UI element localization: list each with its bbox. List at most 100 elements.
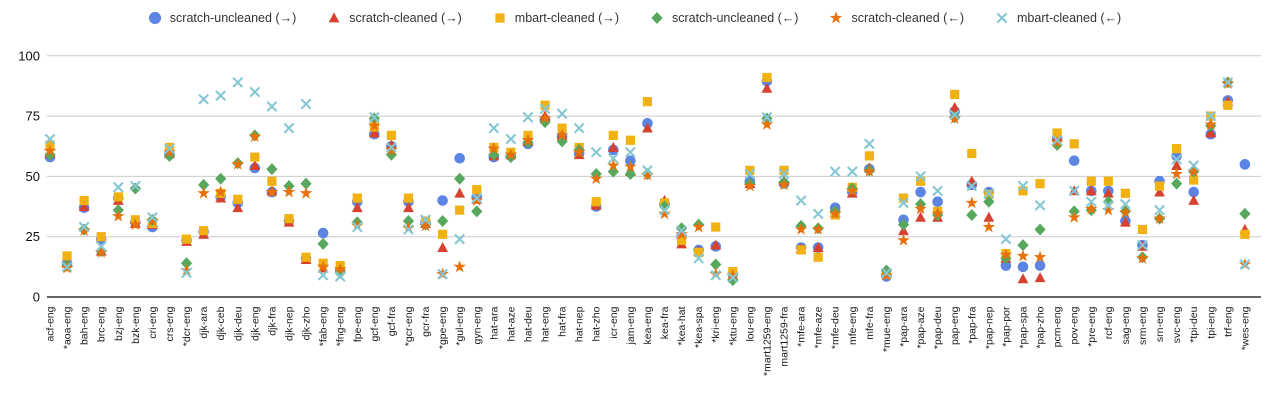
- data-point: [607, 152, 619, 164]
- x-tick-label: djk-zho: [301, 306, 313, 340]
- legend-label: mbart-cleaned (→): [514, 11, 619, 25]
- data-point: [1171, 154, 1183, 165]
- data-point: [437, 268, 448, 280]
- data-point: [966, 180, 978, 192]
- data-point: [419, 219, 432, 232]
- x-tick-label: hat-aze: [505, 306, 517, 341]
- data-point: [62, 251, 72, 261]
- data-point: [1068, 185, 1080, 197]
- data-point: [1137, 239, 1148, 251]
- x-tick-label: acf-eng: [45, 306, 57, 341]
- data-point: [266, 163, 278, 176]
- data-point: [1084, 202, 1098, 215]
- legend-label: scratch-cleaned (←): [851, 11, 964, 25]
- data-point: [1017, 239, 1029, 252]
- star-legend-marker-icon: [830, 11, 843, 24]
- data-point: [591, 197, 601, 207]
- data-point: [983, 195, 995, 208]
- data-point: [454, 172, 466, 185]
- data-point: [403, 202, 414, 213]
- x-tick-label: mart1259-fra: [779, 306, 791, 366]
- x-tick-label: djk-nep: [283, 306, 295, 341]
- x-tick-label: gcr-fra: [420, 306, 432, 336]
- data-point: [385, 143, 398, 156]
- x-tick-label: crs-eng: [164, 306, 176, 341]
- data-point: [197, 186, 210, 199]
- data-point: [455, 205, 465, 215]
- data-point: [794, 222, 808, 235]
- data-point: [96, 232, 106, 242]
- data-point: [863, 164, 876, 177]
- data-point: [1205, 110, 1217, 122]
- data-point: [180, 263, 193, 276]
- data-point: [402, 215, 415, 228]
- data-point: [113, 192, 123, 202]
- data-point: [1240, 229, 1250, 239]
- x-tick-label: icr-eng: [608, 306, 620, 338]
- data-point: [1119, 205, 1132, 218]
- x-legend-marker-icon: [996, 12, 1008, 24]
- data-point: [915, 171, 926, 182]
- data-point: [795, 195, 807, 206]
- data-point: [1017, 273, 1029, 284]
- data-point: [317, 227, 329, 239]
- data-point: [1102, 199, 1114, 211]
- data-point: [607, 158, 620, 171]
- data-point: [129, 180, 141, 192]
- x-tick-label: *pre-eng: [1086, 306, 1098, 346]
- data-point: [403, 224, 414, 235]
- data-point: [1205, 127, 1217, 138]
- data-point: [1188, 194, 1200, 205]
- data-point: [472, 185, 482, 195]
- data-point: [1068, 155, 1080, 167]
- data-point: [1034, 223, 1046, 236]
- data-point: [1069, 139, 1079, 149]
- data-point: [248, 130, 262, 142]
- x-tick-label: pap-eng: [949, 306, 961, 345]
- data-point: [317, 269, 329, 281]
- x-tick-label: hat-ara: [488, 306, 500, 339]
- data-point: [744, 168, 756, 180]
- x-tick-label: *dcr-eng: [181, 306, 193, 346]
- data-point: [454, 153, 465, 164]
- data-point: [694, 247, 704, 257]
- chart-legend: scratch-uncleaned (→) scratch-cleaned (→)…: [0, 10, 1268, 26]
- data-point: [214, 185, 227, 198]
- data-point: [624, 167, 636, 180]
- data-point: [829, 166, 841, 177]
- data-point: [642, 97, 653, 107]
- data-point: [710, 269, 722, 281]
- data-point: [522, 111, 534, 123]
- x-tick-label: bzj-eng: [113, 306, 125, 341]
- legend-item-4: scratch-uncleaned (←): [649, 10, 798, 26]
- data-point: [368, 119, 381, 132]
- legend-label: mbart-cleaned (←): [1017, 11, 1122, 25]
- data-point: [1120, 198, 1131, 210]
- x-tick-label: *mfe-aze: [813, 306, 825, 348]
- x-tick-label: rcf-eng: [1103, 306, 1115, 339]
- data-point: [44, 148, 56, 161]
- x-tick-label: djk-deu: [232, 306, 244, 341]
- data-point: [864, 151, 874, 161]
- data-point: [915, 186, 926, 198]
- x-tick-label: pcm-eng: [1052, 306, 1064, 347]
- data-point: [538, 111, 552, 124]
- data-point: [1136, 251, 1149, 264]
- legend-item-1: scratch-uncleaned (→): [147, 10, 296, 26]
- data-point: [932, 185, 944, 197]
- x-tick-label: hat-zho: [591, 306, 603, 341]
- data-point: [658, 207, 671, 220]
- data-point: [129, 182, 141, 195]
- x-tick-label: lou-eng: [744, 306, 756, 341]
- data-point: [624, 146, 636, 158]
- data-point: [948, 111, 961, 124]
- data-point: [112, 181, 124, 193]
- x-tick-label: hat-eng: [540, 306, 552, 342]
- data-point: [1034, 260, 1046, 271]
- data-point: [982, 220, 996, 233]
- data-point: [1239, 159, 1251, 170]
- data-point: [675, 227, 688, 240]
- x-tick-label: srm-eng: [1137, 306, 1149, 345]
- x-tick-label: srn-eng: [1154, 306, 1166, 342]
